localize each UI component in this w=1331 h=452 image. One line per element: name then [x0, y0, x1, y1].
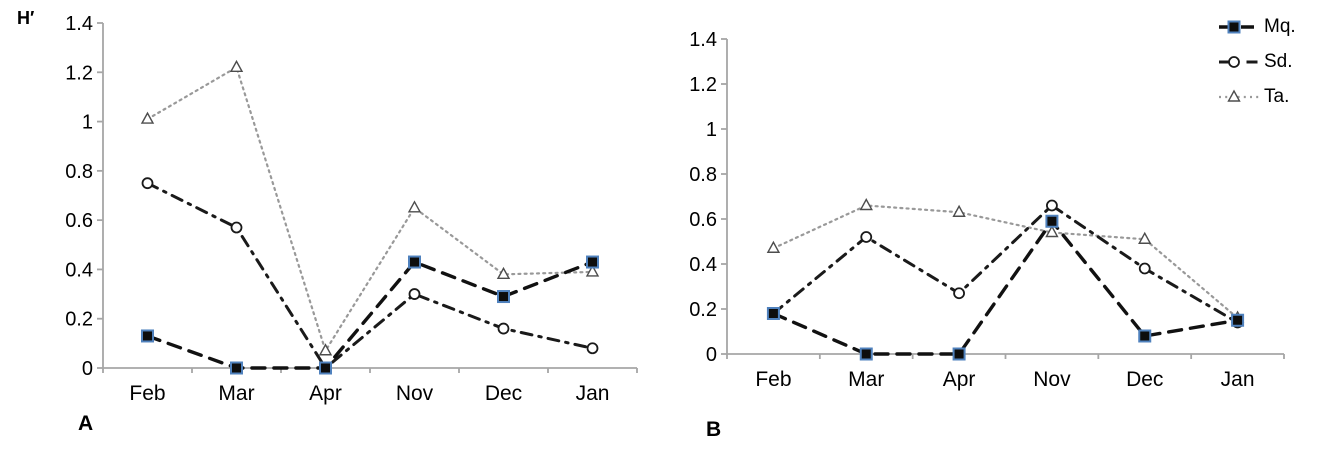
marker-sd [860, 231, 873, 243]
marker-mq [1045, 214, 1059, 228]
x-category-label: Nov [396, 382, 434, 405]
x-category-label: Feb [755, 368, 791, 391]
marker-ta [318, 343, 333, 356]
legend-item-ta: Ta. [1218, 86, 1296, 108]
series-sd-line [771, 203, 1240, 324]
legend: Mq. Sd. Ta. [1218, 16, 1296, 108]
legend-label-sd: Sd. [1264, 51, 1293, 72]
marker-ta [1138, 231, 1152, 244]
x-category-label: Mar [218, 382, 254, 405]
marker-ta [140, 111, 155, 124]
y-tick-label: 1.4 [689, 29, 717, 51]
marker-mq [230, 361, 243, 375]
series-ta-line [146, 65, 594, 354]
legend-item-sd: Sd. [1218, 51, 1296, 73]
y-tick-label: 0.8 [65, 161, 93, 183]
legend-label-mq: Mq. [1264, 16, 1296, 37]
marker-mq [408, 255, 421, 269]
legend-sample-ta-icon [1219, 89, 1259, 102]
marker-ta [1045, 225, 1059, 238]
marker-ta [496, 266, 511, 280]
marker-sd [953, 287, 965, 300]
y-tick-label: 1.4 [65, 13, 93, 35]
y-tick-label: 1 [706, 119, 717, 141]
marker-mq [497, 290, 510, 304]
x-category-label: Feb [129, 382, 165, 405]
series-mq-line [145, 260, 595, 370]
marker-mq [141, 329, 154, 343]
legend-sample-sd-icon [1219, 56, 1259, 68]
y-tick-label: 0.2 [689, 299, 717, 321]
y-axis-title: H′ [17, 8, 35, 28]
marker-sd [586, 342, 599, 355]
series-ta-line [772, 204, 1239, 320]
y-tick-label: 0.6 [689, 209, 717, 231]
marker-mq [766, 307, 780, 320]
marker-ta [1227, 89, 1241, 102]
marker-sd [408, 288, 421, 300]
x-category-label: Apr [943, 368, 976, 391]
series-sd-line [146, 181, 594, 371]
legend-label-ta: Ta. [1264, 86, 1290, 107]
marker-mq [1227, 20, 1241, 34]
marker-ta [766, 240, 781, 253]
marker-sd [230, 221, 243, 234]
y-tick-label: 0.4 [689, 254, 717, 276]
y-tick-label: 0 [706, 344, 717, 366]
marker-mq [319, 361, 332, 375]
x-category-label: Nov [1033, 368, 1071, 391]
marker-ta [585, 264, 600, 277]
marker-ta [407, 200, 422, 213]
x-category-label: Apr [309, 382, 342, 405]
marker-sd [497, 322, 510, 335]
x-category-label: Mar [848, 368, 884, 391]
x-category-label: Jan [1221, 368, 1255, 391]
y-tick-label: 0.2 [65, 309, 93, 331]
marker-ta [952, 204, 966, 217]
legend-item-mq: Mq. [1218, 16, 1296, 38]
y-tick-label: 1.2 [65, 62, 93, 84]
marker-mq [859, 347, 873, 361]
panel-b-label: B [706, 418, 722, 441]
marker-mq [586, 255, 599, 269]
chart-b-plot: 0 0.2 0.4 0.6 0.8 1 1.2 1.4 Feb Mar Apr Nov Dec Jan [689, 29, 1285, 391]
marker-mq [1138, 329, 1152, 343]
y-tick-label: 1.2 [689, 74, 717, 96]
panel-a-label: A [78, 412, 94, 435]
y-tick-label: 0.4 [65, 259, 93, 281]
y-tick-label: 1 [82, 112, 93, 134]
marker-sd [1046, 199, 1058, 212]
marker-sd [1228, 56, 1240, 68]
chart-a-plot: 0 0.2 0.4 0.6 0.8 1 1.2 1.4 Feb Mar Apr Nov Dec Jan [65, 13, 638, 405]
marker-sd [1138, 262, 1151, 275]
y-tick-label: 0 [82, 358, 93, 380]
series-mq-line [771, 218, 1240, 356]
x-category-label: Jan [576, 382, 610, 405]
marker-ta [229, 59, 244, 73]
y-tick-label: 0.8 [689, 164, 717, 186]
x-category-label: Dec [1126, 368, 1163, 391]
y-tick-label: 0.6 [65, 210, 93, 232]
x-category-label: Dec [485, 382, 522, 405]
marker-sd [141, 177, 154, 190]
marker-ta [859, 198, 873, 211]
marker-mq [1231, 313, 1245, 327]
marker-mq [952, 347, 966, 361]
legend-sample-mq-icon [1219, 20, 1259, 34]
